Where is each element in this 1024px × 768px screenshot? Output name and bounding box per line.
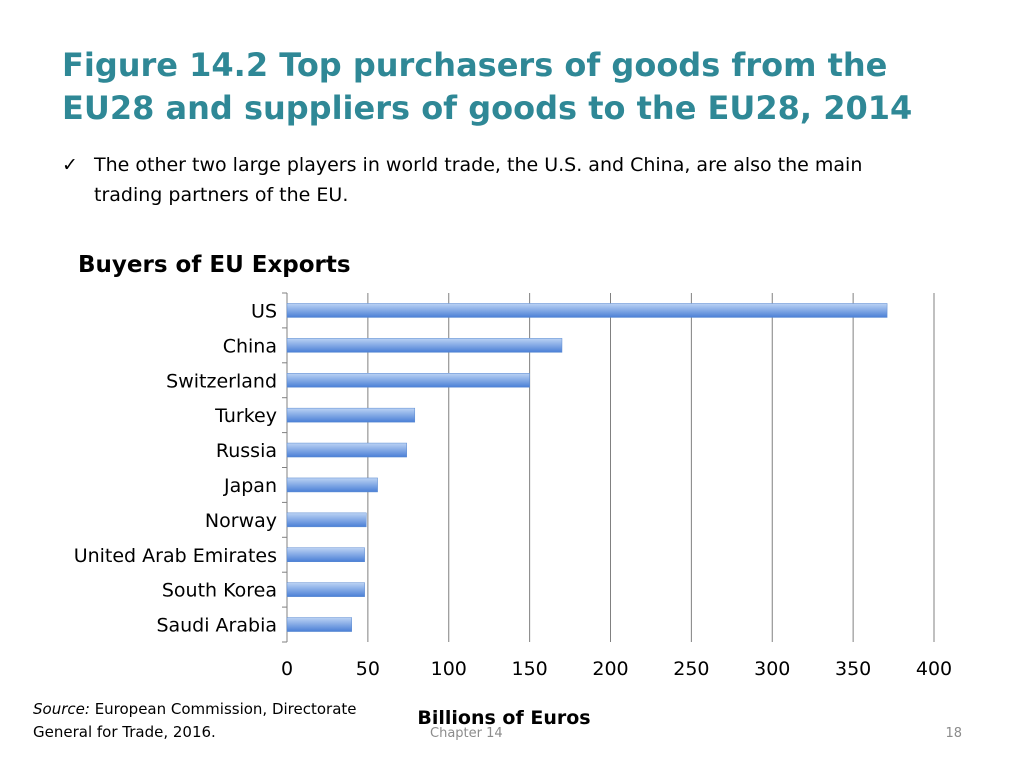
bar	[286, 582, 365, 597]
y-category-label: China	[223, 335, 277, 357]
x-tick-label: 0	[281, 658, 293, 680]
y-category-label: Russia	[216, 440, 277, 462]
x-tick-label: 150	[511, 658, 547, 680]
y-category-label: Turkey	[214, 405, 277, 427]
x-tick-label: 50	[356, 658, 380, 680]
bar	[286, 477, 378, 493]
y-category-label: US	[251, 300, 277, 322]
x-tick-label: 100	[431, 658, 467, 680]
x-tick-label: 250	[673, 658, 709, 680]
y-category-label: Norway	[205, 510, 277, 532]
footer-chapter: Chapter 14	[430, 726, 503, 741]
x-tick-label: 200	[592, 658, 628, 680]
x-axis-title: Billions of Euros	[417, 707, 590, 729]
bar	[286, 547, 365, 562]
x-tick-label: 300	[754, 658, 790, 680]
source-text: European Commission, Directorate General…	[33, 700, 357, 741]
bar	[286, 303, 888, 318]
bullet-point: ✓ The other two large players in world t…	[62, 150, 902, 210]
bar	[286, 617, 352, 632]
x-tick-label: 350	[835, 658, 871, 680]
y-category-label: South Korea	[162, 580, 277, 602]
y-category-label: Saudi Arabia	[156, 615, 277, 637]
chart-title: Buyers of EU Exports	[78, 252, 351, 278]
y-category-label: United Arab Emirates	[74, 545, 277, 567]
page-number: 18	[945, 726, 962, 741]
bar	[286, 373, 530, 388]
bar	[286, 512, 367, 528]
x-tick-label: 400	[916, 658, 952, 680]
slide-title: Figure 14.2 Top purchasers of goods from…	[62, 46, 913, 127]
checkmark-icon: ✓	[62, 154, 78, 176]
bar	[286, 407, 416, 423]
bar	[286, 338, 563, 353]
source-label: Source:	[33, 700, 90, 718]
bar-chart: Buyers of EU Exports 0 50 100 150 200 250 300 35…	[74, 252, 952, 729]
y-category-label: Switzerland	[166, 370, 277, 392]
bar	[286, 442, 407, 458]
y-category-label: Japan	[223, 475, 277, 497]
bullet-text: The other two large players in world tra…	[94, 154, 863, 206]
source-note: Source: European Commission, Directorate…	[33, 698, 413, 744]
